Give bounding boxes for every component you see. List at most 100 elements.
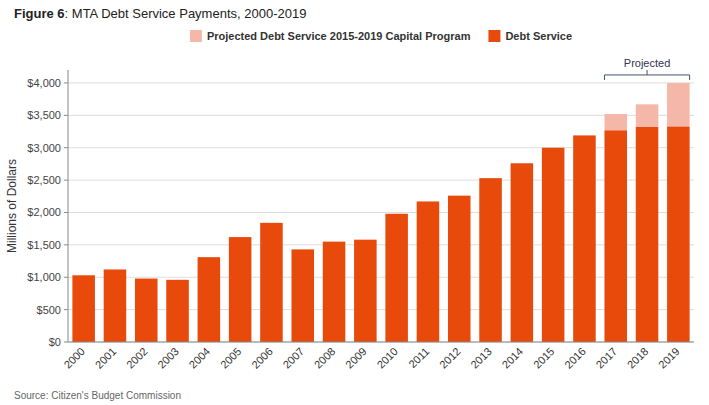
x-tick-label: 2008: [312, 345, 338, 371]
x-tick-label: 2014: [500, 345, 526, 371]
legend-swatch: [488, 30, 500, 42]
grid-line: [68, 115, 694, 116]
y-tick-label: $0: [49, 336, 61, 348]
source: Source: Citizen's Budget Commission: [14, 390, 181, 401]
bar-segment: [417, 201, 440, 342]
title-rest: : MTA Debt Service Payments, 2000-2019: [65, 6, 307, 21]
y-tick: [64, 342, 68, 343]
y-tick-label: $500: [37, 304, 61, 316]
bar-segment: [385, 213, 408, 214]
bar-segment: [667, 83, 690, 126]
bar-segment: [72, 275, 95, 342]
x-tick-label: 2002: [124, 345, 150, 371]
title-bold: Figure 6: [14, 6, 65, 21]
bar-segment: [135, 279, 158, 342]
bar-segment: [573, 135, 596, 136]
bar-segment: [479, 178, 502, 342]
x-tick-label: 2015: [531, 345, 557, 371]
bar-segment: [72, 275, 95, 276]
y-tick-label: $2,500: [27, 174, 61, 186]
bar-segment: [291, 249, 314, 250]
x-axis: 2000200120022003200420052006200720082009…: [61, 345, 681, 371]
y-tick-label: $2,000: [27, 206, 61, 218]
bar-segment: [104, 269, 127, 270]
bar-segment: [636, 127, 659, 342]
grid-line: [68, 309, 694, 310]
x-tick-label: 2011: [406, 345, 431, 370]
bar-segment: [229, 237, 252, 342]
bar-segment: [260, 222, 283, 223]
legend-label: Projected Debt Service 2015-2019 Capital…: [207, 30, 471, 42]
x-tick-label: 2009: [343, 345, 369, 371]
bar-segment: [198, 257, 221, 258]
bars: [72, 83, 689, 342]
x-tick-label: 2019: [656, 345, 682, 371]
bracket-line: [604, 75, 605, 80]
bar-segment: [166, 280, 189, 342]
legend-swatch: [190, 30, 202, 42]
bar-segment: [542, 148, 565, 342]
x-tick-label: 2007: [280, 345, 306, 371]
grid-line: [68, 180, 694, 181]
y-tick-label: $4,000: [27, 77, 61, 89]
y-tick-label: $1,000: [27, 271, 61, 283]
bar-segment: [385, 214, 408, 342]
x-tick-label: 2003: [155, 345, 181, 371]
y-axis: $0 $500 $1,000 $1,500 $2,000 $2,500 $3,000 $3,5…: [27, 77, 694, 348]
x-tick-label: 2017: [593, 345, 619, 371]
bar-segment: [354, 240, 377, 342]
bar-segment: [229, 237, 252, 238]
bar-segment: [354, 239, 377, 240]
y-tick: [64, 147, 68, 148]
bar-segment: [448, 195, 471, 196]
bar-segment: [260, 223, 283, 342]
y-tick: [64, 277, 68, 278]
y-tick: [64, 212, 68, 213]
x-tick-label: 2013: [468, 345, 494, 371]
bracket: [604, 70, 689, 80]
y-tick-label: $3,500: [27, 109, 61, 121]
y-tick: [64, 180, 68, 181]
bar-segment: [417, 201, 440, 202]
x-tick-label: 2000: [61, 345, 87, 371]
y-tick: [64, 244, 68, 245]
grid-line: [68, 244, 694, 245]
x-tick-label: 2010: [374, 345, 400, 371]
bar-segment: [323, 241, 346, 242]
bar-segment: [667, 126, 690, 342]
y-axis-line: [68, 70, 69, 342]
y-axis-label: Millions of Dollars: [5, 159, 19, 253]
bar-segment: [511, 163, 534, 164]
bar-segment: [636, 104, 659, 127]
y-tick-label: $1,500: [27, 239, 61, 251]
y-tick: [64, 309, 68, 310]
bar-segment: [166, 279, 189, 280]
bar-segment: [323, 242, 346, 342]
chart: Figure 6: MTA Debt Service Payments, 200…: [0, 0, 709, 405]
x-tick-label: 2005: [218, 345, 244, 371]
bar-segment: [198, 257, 221, 342]
title: Figure 6: MTA Debt Service Payments, 200…: [14, 6, 306, 21]
grid-line: [68, 212, 694, 213]
x-tick-label: 2001: [93, 345, 119, 371]
legend: Projected Debt Service 2015-2019 Capital…: [190, 30, 572, 42]
bar-segment: [573, 135, 596, 342]
bar-segment: [604, 130, 627, 342]
x-tick-label: 2006: [249, 345, 275, 371]
bar-segment: [135, 278, 158, 279]
x-tick-label: 2004: [187, 345, 213, 371]
bracket-line: [689, 75, 690, 80]
annotation: Projected: [624, 57, 670, 69]
x-tick-label: 2016: [562, 345, 588, 371]
y-tick-label: $3,000: [27, 142, 61, 154]
legend-label: Debt Service: [505, 30, 572, 42]
x-tick-label: 2018: [625, 345, 651, 371]
bracket-line: [647, 70, 648, 75]
grid-line: [68, 147, 694, 148]
bar-segment: [542, 147, 565, 148]
plot-area: [68, 70, 694, 342]
grid-line: [68, 82, 694, 83]
bar-segment: [291, 249, 314, 342]
y-tick: [64, 82, 68, 83]
y-tick: [64, 115, 68, 116]
